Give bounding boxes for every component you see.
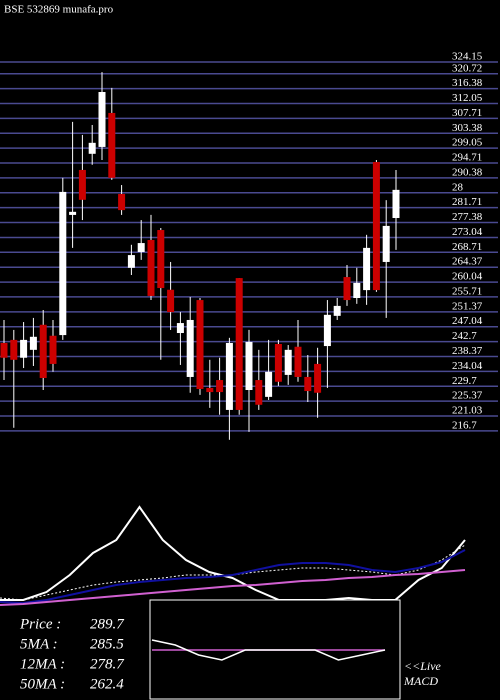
y-tick-label: 281.71 <box>452 196 482 208</box>
indicator-line <box>0 549 466 604</box>
candle-body <box>167 289 175 313</box>
candle-body <box>78 169 86 200</box>
y-tick-label: 221.03 <box>452 405 483 417</box>
candle-body <box>255 380 263 405</box>
summary-label: Price : <box>19 616 61 632</box>
summary-label: 50MA : <box>20 676 65 692</box>
y-tick-label: 238.37 <box>452 345 483 357</box>
y-tick-label: 324.15 <box>452 50 483 62</box>
candle-body <box>29 336 37 350</box>
candle-body <box>363 247 371 291</box>
candle-body <box>265 371 273 397</box>
candle-body <box>216 380 224 393</box>
candle-body <box>225 342 233 410</box>
candle-body <box>392 189 400 219</box>
macd-line <box>151 639 386 661</box>
y-tick-label: 251.37 <box>452 300 483 312</box>
candle-body <box>127 255 135 268</box>
y-tick-label: 225.37 <box>452 390 483 402</box>
y-tick-label: 234.04 <box>452 360 483 372</box>
candle-body <box>59 191 67 336</box>
candle-body <box>294 346 302 377</box>
candle-body <box>235 278 243 410</box>
y-tick-label: 28 <box>452 181 464 193</box>
candle-body <box>274 344 282 382</box>
indicator-line <box>0 569 466 606</box>
candle-body <box>333 305 341 316</box>
candle-body <box>304 376 312 392</box>
y-tick-label: 294.71 <box>452 152 482 164</box>
y-tick-label: 299.05 <box>452 137 483 149</box>
candle-body <box>372 162 380 291</box>
candle-body <box>39 324 47 378</box>
candle-body <box>137 243 145 252</box>
candle-body <box>20 339 28 358</box>
candle-body <box>382 225 390 262</box>
y-tick-label: 307.71 <box>452 107 482 119</box>
y-tick-label: 273.04 <box>452 226 483 238</box>
summary-label: 5MA : <box>20 636 58 652</box>
candle-body <box>88 142 96 154</box>
y-tick-label: 229.7 <box>452 375 477 387</box>
candle-body <box>69 211 77 215</box>
y-tick-label: 268.71 <box>452 241 482 253</box>
y-tick-label: 242.7 <box>452 330 477 342</box>
candle-body <box>206 387 214 393</box>
candle-body <box>10 339 18 360</box>
candle-body <box>323 314 331 347</box>
candle-body <box>186 319 194 377</box>
chart-title: BSE 532869 munafa.pro <box>4 4 114 16</box>
candle-body <box>245 341 253 391</box>
summary-value: 262.4 <box>90 676 124 692</box>
candle-body <box>0 342 8 358</box>
summary-value: 278.7 <box>90 656 125 672</box>
summary-value: 285.5 <box>90 636 124 652</box>
y-tick-label: 320.72 <box>452 62 482 74</box>
y-tick-label: 260.04 <box>452 271 483 283</box>
macd-label: MACD <box>403 674 438 688</box>
candle-body <box>49 335 57 364</box>
candle-body <box>343 277 351 301</box>
candle-body <box>284 349 292 375</box>
y-tick-label: 312.05 <box>452 92 483 104</box>
candle-body <box>98 92 106 147</box>
y-tick-label: 316.38 <box>452 77 483 89</box>
y-tick-label: 247.04 <box>452 315 483 327</box>
y-tick-label: 216.7 <box>452 419 477 431</box>
summary-label: 12MA : <box>20 656 65 672</box>
y-tick-label: 303.38 <box>452 122 483 134</box>
candle-body <box>118 193 126 211</box>
y-tick-label: 264.37 <box>452 256 483 268</box>
y-tick-label: 290.38 <box>452 166 483 178</box>
candle-body <box>108 112 116 178</box>
candle-body <box>157 230 165 289</box>
macd-label: <<Live <box>404 659 442 673</box>
candle-body <box>176 323 184 334</box>
candle-body <box>147 239 155 296</box>
candle-body <box>196 300 204 389</box>
summary-value: 289.7 <box>90 616 125 632</box>
candle-body <box>314 363 322 393</box>
candle-body <box>353 282 361 298</box>
y-tick-label: 277.38 <box>452 211 483 223</box>
y-tick-label: 255.71 <box>452 285 482 297</box>
